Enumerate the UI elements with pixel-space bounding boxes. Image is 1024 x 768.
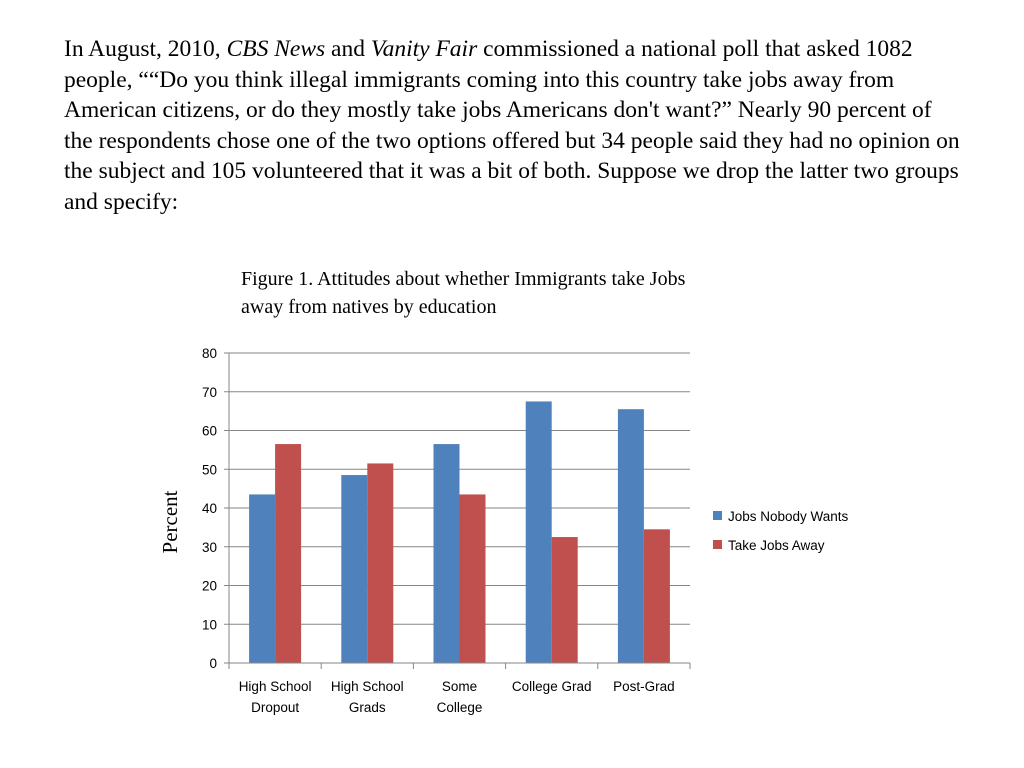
bar [433,444,460,663]
bar [525,401,552,663]
y-tick-label: 40 [202,501,217,516]
bar [367,463,394,663]
y-axis-label: Percent [158,490,182,553]
legend-swatch [713,540,722,549]
x-category-labels: High School Dropout High School Grads Some Co… [239,679,675,715]
y-tick-label: 70 [202,385,217,400]
x-category-label: High School [331,679,404,694]
bar [341,475,368,663]
intro-text-1: In August, 2010, [64,36,227,62]
x-category-label: College [437,700,483,715]
intro-text-2: and [325,36,371,62]
bar [643,529,670,663]
x-category-label: Dropout [251,700,299,715]
legend-swatch [713,511,722,520]
x-category-label: College Grad [512,679,592,694]
source-vanity-fair: Vanity Fair [370,36,478,62]
x-category-label: Grads [349,700,386,715]
bars [249,401,670,663]
y-tick-label: 10 [202,617,217,632]
bar [617,409,644,663]
legend-label: Take Jobs Away [728,538,825,553]
y-tick-label: 30 [202,540,217,555]
legend-label: Jobs Nobody Wants [728,509,849,524]
y-tick-labels: 0 10 20 30 40 50 60 70 80 [202,346,217,671]
bar [275,444,302,663]
intro-paragraph: In August, 2010, CBS News and Vanity Fai… [64,34,964,217]
x-category-label: Some [442,679,477,694]
source-cbs-news: CBS News [226,36,326,62]
y-tick-label: 0 [209,656,217,671]
intro-text-3: commissioned a national poll that asked … [64,36,960,215]
figure-caption: Figure 1. Attitudes about whether Immigr… [241,268,686,318]
x-category-label: Post-Grad [613,679,675,694]
bar [459,494,486,663]
y-tick-label: 80 [202,346,217,361]
bar [551,537,578,663]
y-tick-label: 20 [202,579,217,594]
bar [249,494,276,663]
y-tick-label: 60 [202,424,217,439]
x-category-label: High School [239,679,312,694]
y-tick-label: 50 [202,462,217,477]
legend: Jobs Nobody Wants Take Jobs Away [713,509,849,553]
axes [228,353,691,669]
